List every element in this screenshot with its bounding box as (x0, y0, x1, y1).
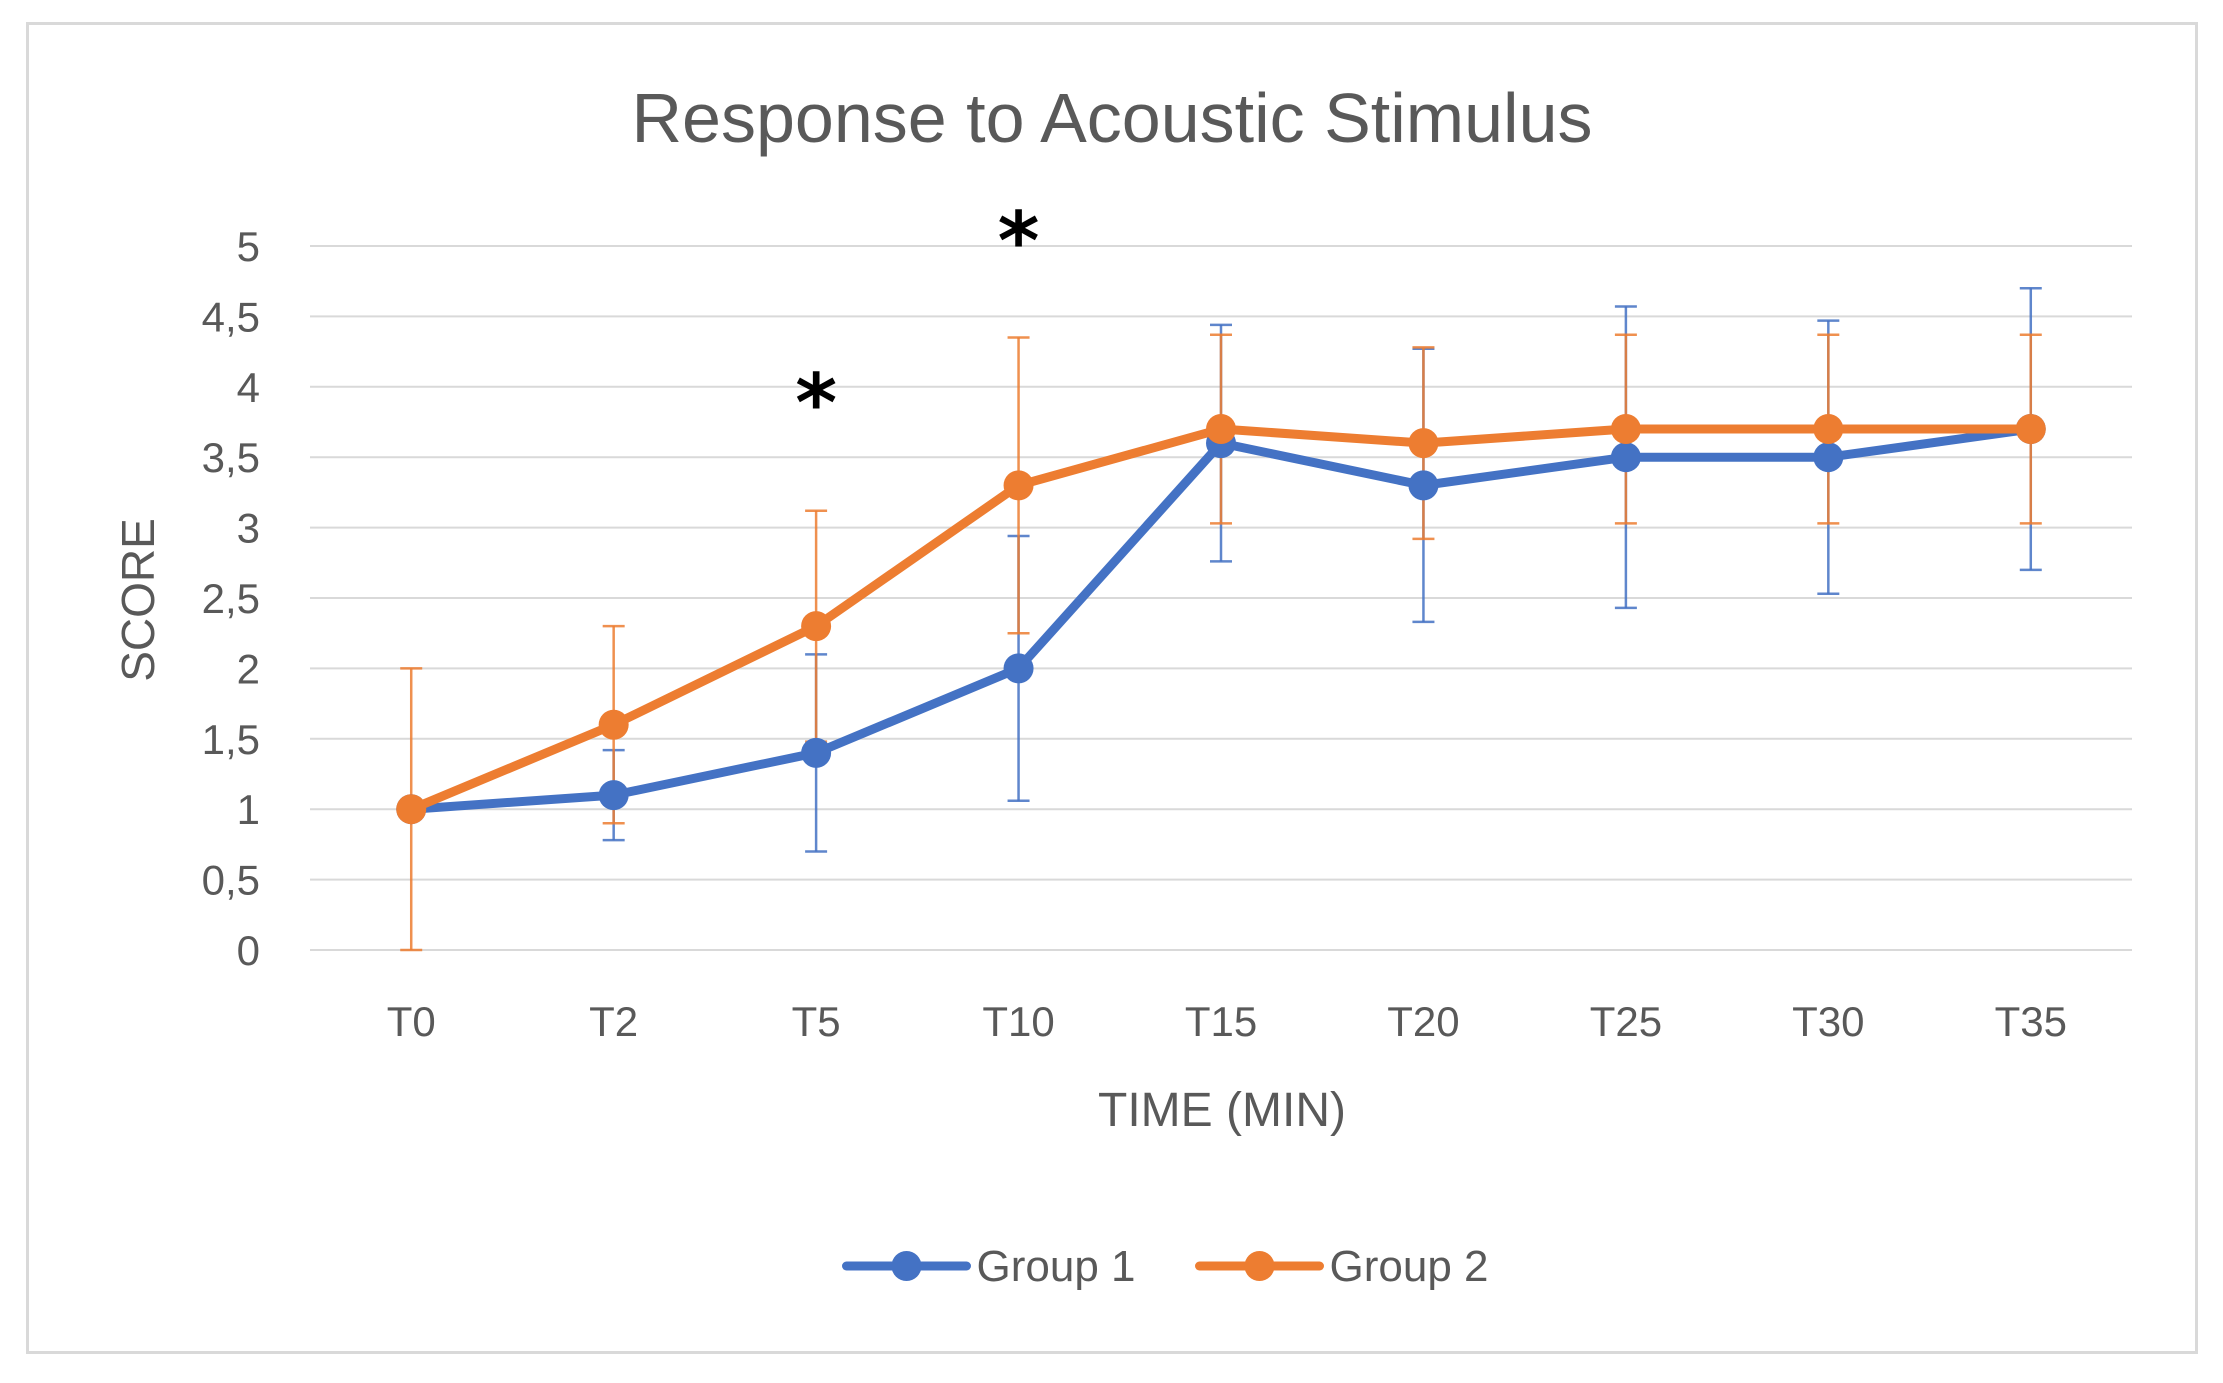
y-axis-title: SCORE (112, 518, 164, 682)
chart-frame (26, 22, 2198, 1354)
legend-item-group-2: Group 2 (1195, 1242, 1489, 1291)
data-point-group-2 (396, 794, 427, 825)
data-point-group-2 (1813, 414, 1844, 445)
data-point-group-2 (801, 611, 832, 642)
y-axis-ticks: 0 0,5 1 1,5 2 2,5 3 3,5 4 4,5 5 (202, 223, 260, 974)
data-point-group-2 (2015, 414, 2046, 445)
y-tick-label: 2 (237, 645, 260, 692)
x-tick-label: T25 (1590, 998, 1662, 1045)
data-point-group-2 (1003, 470, 1034, 501)
data-point-group-2 (1206, 414, 1236, 445)
data-point-group-1 (801, 737, 832, 768)
y-tick-label: 1 (237, 786, 260, 833)
legend-swatch-marker (891, 1251, 922, 1281)
data-point-group-1 (1003, 653, 1034, 684)
data-point-group-2 (1610, 414, 1641, 445)
series-group-2 (396, 414, 2046, 825)
x-tick-label: T5 (792, 998, 841, 1045)
x-tick-label: T10 (982, 998, 1054, 1045)
x-tick-label: T30 (1792, 998, 1864, 1045)
y-tick-label: 3,5 (202, 434, 260, 481)
y-tick-label: 4,5 (202, 293, 260, 340)
y-tick-label: 0,5 (202, 857, 260, 904)
legend-swatch-marker (1244, 1251, 1275, 1281)
x-tick-label: T15 (1185, 998, 1257, 1045)
data-point-group-1 (1813, 442, 1844, 473)
x-axis-ticks: T0 T2 T5 T10 T15 T20 T25 T30 T35 (387, 998, 2067, 1045)
legend-label: Group 1 (977, 1242, 1136, 1291)
legend: Group 1 Group 2 (842, 1242, 1489, 1291)
significance-annotations: ** (795, 195, 1039, 450)
data-point-group-1 (1610, 442, 1641, 473)
data-point-group-1 (598, 780, 629, 811)
y-tick-label: 4 (237, 364, 260, 411)
legend-label: Group 2 (1330, 1242, 1489, 1291)
significance-star: * (998, 195, 1040, 288)
data-series (396, 414, 2046, 825)
x-tick-label: T35 (1995, 998, 2067, 1045)
y-tick-label: 0 (237, 927, 260, 974)
y-tick-label: 2,5 (202, 575, 260, 622)
x-tick-label: T0 (387, 998, 436, 1045)
x-axis-title: TIME (MIN) (1098, 1084, 1346, 1137)
y-tick-label: 3 (237, 505, 260, 552)
x-tick-label: T2 (589, 998, 638, 1045)
y-tick-label: 1,5 (202, 716, 260, 763)
significance-star: * (795, 357, 837, 450)
data-point-group-2 (1408, 428, 1439, 459)
x-tick-label: T20 (1387, 998, 1459, 1045)
y-tick-label: 5 (237, 223, 260, 270)
legend-item-group-1: Group 1 (842, 1242, 1136, 1291)
data-point-group-1 (1408, 470, 1439, 501)
chart-title: Response to Acoustic Stimulus (631, 79, 1592, 157)
data-point-group-2 (598, 709, 629, 740)
